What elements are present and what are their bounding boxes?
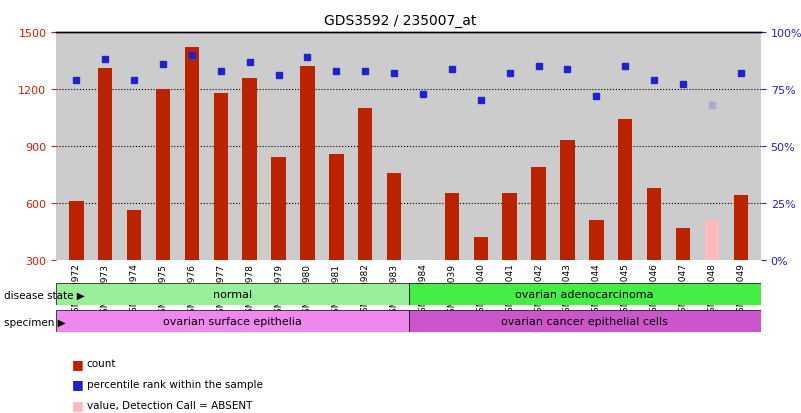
Bar xyxy=(531,167,545,260)
Text: ovarian surface epithelia: ovarian surface epithelia xyxy=(163,316,302,326)
Bar xyxy=(560,141,574,260)
Bar xyxy=(69,202,83,260)
Bar xyxy=(358,109,372,260)
Bar xyxy=(155,90,170,260)
FancyBboxPatch shape xyxy=(56,283,409,306)
Bar xyxy=(127,211,141,260)
Bar xyxy=(184,48,199,260)
Bar xyxy=(387,173,401,260)
Text: disease state ▶: disease state ▶ xyxy=(4,290,85,300)
Bar xyxy=(618,120,633,260)
FancyBboxPatch shape xyxy=(56,310,409,332)
Bar xyxy=(445,194,459,260)
Bar xyxy=(676,228,690,260)
Bar xyxy=(473,237,488,260)
Bar xyxy=(416,260,430,262)
Text: ■: ■ xyxy=(72,377,84,391)
Bar xyxy=(647,188,662,260)
Bar xyxy=(329,154,344,260)
Text: GDS3592 / 235007_at: GDS3592 / 235007_at xyxy=(324,14,477,28)
Text: ovarian adenocarcinoma: ovarian adenocarcinoma xyxy=(516,289,654,299)
Bar xyxy=(214,94,228,260)
Text: count: count xyxy=(87,358,116,368)
Text: ovarian cancer epithelial cells: ovarian cancer epithelial cells xyxy=(501,316,668,326)
Text: percentile rank within the sample: percentile rank within the sample xyxy=(87,379,263,389)
Bar xyxy=(734,196,748,260)
Bar xyxy=(98,69,112,260)
Bar xyxy=(502,194,517,260)
FancyBboxPatch shape xyxy=(409,283,761,306)
Text: specimen ▶: specimen ▶ xyxy=(4,317,66,327)
Bar xyxy=(589,221,603,260)
Bar xyxy=(272,158,286,260)
Bar xyxy=(300,67,315,260)
Text: value, Detection Call = ABSENT: value, Detection Call = ABSENT xyxy=(87,400,252,410)
Bar xyxy=(705,221,719,260)
Bar xyxy=(243,78,257,260)
Text: ■: ■ xyxy=(72,398,84,411)
FancyBboxPatch shape xyxy=(409,310,761,332)
Text: normal: normal xyxy=(213,289,252,299)
Text: ■: ■ xyxy=(72,357,84,370)
